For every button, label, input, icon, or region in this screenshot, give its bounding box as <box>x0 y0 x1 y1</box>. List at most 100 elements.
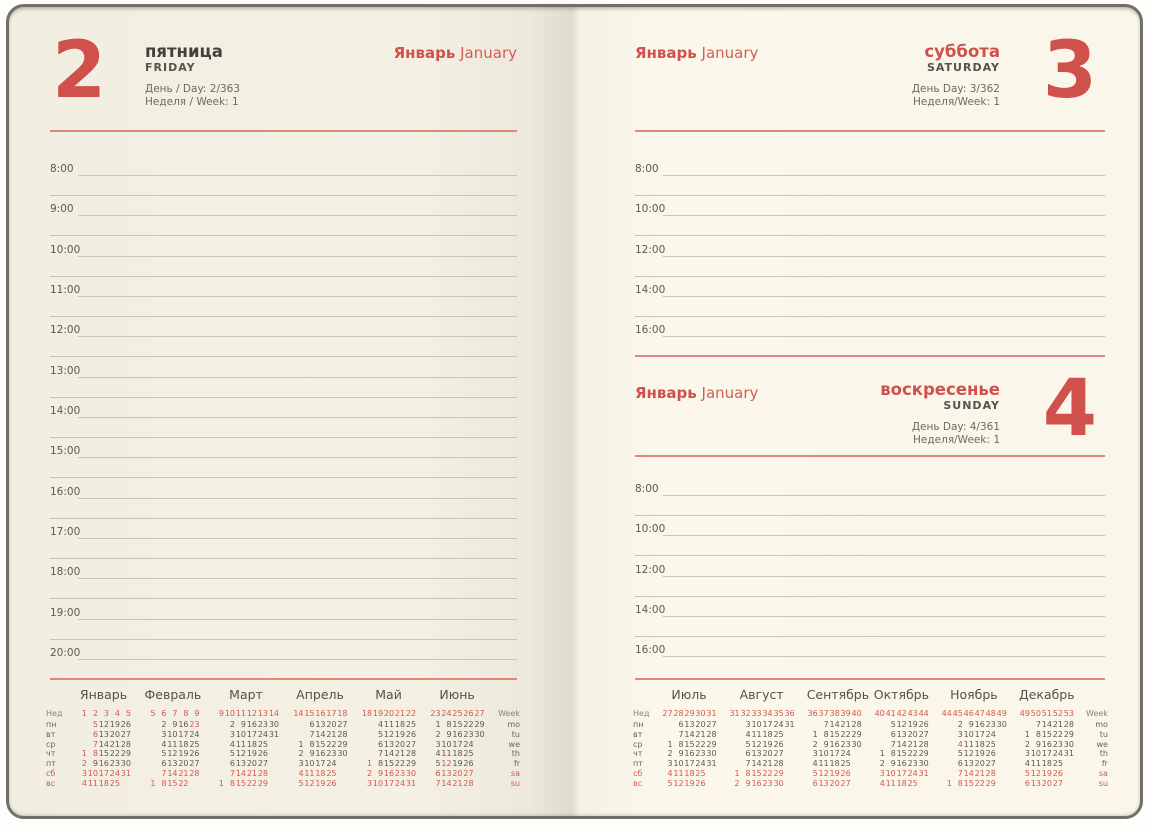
day-cell: 4 <box>745 729 751 739</box>
day-cell: 6 <box>435 768 441 778</box>
day-row: 2 9 16 23 30 <box>213 720 279 730</box>
day-cell: 24 <box>394 778 406 788</box>
day-cell: 29 <box>706 739 717 749</box>
day-cell: 10 <box>963 729 974 739</box>
day-cell: 31 <box>706 759 717 769</box>
day-cell: 12 <box>751 739 762 749</box>
day-cell: 28 <box>706 729 717 739</box>
mini-month: Декабрь 49 50 51 52 53 7 14 21 28 1 8 15 22 29 2 9 16 23 30… <box>1018 687 1075 789</box>
week-number: 20 <box>383 709 395 718</box>
day-cell <box>337 769 348 779</box>
mini-month: Февраль 5 6 7 8 9 2 9 16 23 3 10 17 24 4 11 18 25 5 12 19 26 6… <box>145 687 202 789</box>
week-number: 41 <box>885 709 896 718</box>
day-row: 4 11 18 25 <box>361 720 416 730</box>
day-cell: 11 <box>673 768 684 778</box>
day-cell: 15 <box>98 749 109 759</box>
day-cell: 1 <box>879 749 885 759</box>
day-cell: 8 <box>377 759 384 769</box>
mini-month: Май 18 19 20 21 22 4 11 18 25 5 12 19 26 6 13 20 27 7 14 21 2… <box>361 687 416 789</box>
day-cell: 24 <box>257 729 269 739</box>
day-cell <box>941 769 952 779</box>
day-cell: 29 <box>405 759 417 769</box>
week-number: 32 <box>740 709 751 718</box>
day-cell: 17 <box>762 720 773 729</box>
week-number: 31 <box>706 709 717 718</box>
day-cell: 17 <box>246 729 258 739</box>
schedule-hour-line <box>78 295 517 297</box>
day-cell: 28 <box>189 768 200 778</box>
weekday-label: пт <box>46 759 56 769</box>
day-cell <box>268 759 279 769</box>
week-number: 18 <box>361 709 373 718</box>
day-cell <box>474 769 485 779</box>
day-row: 2 9 16 23 <box>145 720 199 730</box>
day-cell: 7 <box>92 739 98 749</box>
week-numbers-row: 27 28 29 30 31 <box>662 707 717 720</box>
right-bottom-header: Январь January воскресенье SUNDAY День D… <box>635 370 1105 448</box>
day-cell: 31 <box>918 768 929 778</box>
weekday-label: вт <box>46 729 56 739</box>
week-number: 37 <box>818 709 829 718</box>
day-cell: 4 <box>161 739 167 749</box>
weekday-label: tu <box>1099 729 1108 739</box>
day-cell <box>729 730 740 740</box>
day-cell: 14 <box>98 739 109 749</box>
day-cell: 20 <box>762 749 773 759</box>
day-cell <box>145 730 156 740</box>
day-cell: 14 <box>235 768 247 778</box>
day-cell: 17 <box>98 768 109 778</box>
day-cell: 27 <box>189 759 200 769</box>
month-title: Декабрь <box>1018 687 1075 702</box>
day-cell: 12 <box>383 729 395 739</box>
day-cell <box>213 749 224 759</box>
day-cell: 26 <box>463 759 474 769</box>
left-page-header: 2 пятница FRIDAY День / Day: 2/363 Недел… <box>50 32 517 130</box>
day-cell: 11 <box>304 768 315 778</box>
schedule-hour-line <box>663 215 1105 217</box>
day-cell: 5 <box>377 729 384 739</box>
weekday-label: th <box>1099 749 1108 759</box>
week-number: 50 <box>1030 709 1041 718</box>
header-rule <box>635 130 1105 132</box>
day-cell <box>706 769 717 779</box>
day-cell: 12 <box>235 749 247 759</box>
day-row: 1 8 15 22 29 <box>807 730 862 740</box>
day-cell: 21 <box>246 768 258 778</box>
day-row: 6 13 20 27 <box>430 769 485 779</box>
month-name-en: January <box>701 384 759 402</box>
day-cell: 13 <box>315 720 326 729</box>
day-cell: 11 <box>87 778 98 788</box>
day-cell: 20 <box>109 729 120 739</box>
day-cell: 12 <box>304 778 315 788</box>
week-counter: Неделя / Week: 1 <box>145 95 239 108</box>
day-cell: 9 <box>240 720 247 729</box>
day-cell: 17 <box>896 768 907 778</box>
day-cell: 12 <box>167 749 178 759</box>
week-numbers-row: 9 10 11 12 13 14 <box>213 707 279 720</box>
day-row: 6 13 20 27 <box>874 730 929 740</box>
day-cell: 14 <box>963 768 974 778</box>
day-row: 5 12 19 26 <box>729 740 795 750</box>
day-cell <box>213 769 224 779</box>
day-cell: 22 <box>394 759 406 769</box>
day-cell: 29 <box>773 768 784 778</box>
day-row: 5 12 19 26 <box>293 779 348 789</box>
header-rule <box>50 130 517 132</box>
day-cell: 30 <box>851 739 862 749</box>
day-cell <box>145 740 156 750</box>
day-cell <box>293 720 304 730</box>
day-cell: 25 <box>257 739 269 749</box>
day-cell: 25 <box>189 739 200 749</box>
schedule-hour-line <box>78 215 517 217</box>
day-cell: 5 <box>1024 768 1030 778</box>
day-cell: 27 <box>985 759 996 769</box>
mini-calendar-left: Нед пн вт ср чт пт сб вс Январь 1 2 3 4 5 5 12 19 26 6 13 20… <box>46 687 520 789</box>
day-cell <box>268 779 279 789</box>
day-cell: 12 <box>441 759 452 769</box>
day-cell: 8 <box>957 778 963 788</box>
day-cell: 19 <box>684 778 695 788</box>
day-cell: 2 <box>812 739 818 749</box>
day-cell: 20 <box>695 720 706 729</box>
day-cell: 31 <box>1063 749 1074 759</box>
day-cell: 1 <box>734 768 740 778</box>
